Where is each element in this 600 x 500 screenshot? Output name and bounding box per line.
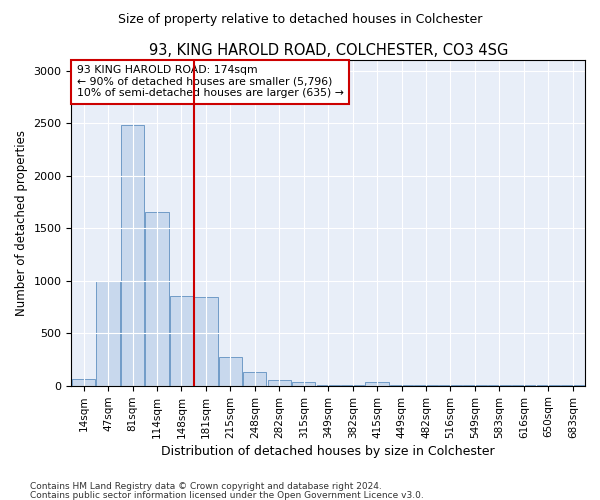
Text: Contains HM Land Registry data © Crown copyright and database right 2024.: Contains HM Land Registry data © Crown c… [30,482,382,491]
Title: 93, KING HAROLD ROAD, COLCHESTER, CO3 4SG: 93, KING HAROLD ROAD, COLCHESTER, CO3 4S… [149,42,508,58]
Bar [194,298,218,386]
Text: Contains public sector information licensed under the Open Government Licence v3: Contains public sector information licen… [30,490,424,500]
Bar [170,296,193,386]
Bar [97,280,120,386]
Y-axis label: Number of detached properties: Number of detached properties [15,130,28,316]
Bar [292,382,316,386]
Bar [145,212,169,386]
Bar [365,382,389,386]
Bar [317,385,340,386]
X-axis label: Distribution of detached houses by size in Colchester: Distribution of detached houses by size … [161,444,495,458]
Text: 93 KING HAROLD ROAD: 174sqm
← 90% of detached houses are smaller (5,796)
10% of : 93 KING HAROLD ROAD: 174sqm ← 90% of det… [77,65,343,98]
Text: Size of property relative to detached houses in Colchester: Size of property relative to detached ho… [118,12,482,26]
Bar [72,380,95,386]
Bar [268,380,291,386]
Bar [219,358,242,386]
Bar [243,372,266,386]
Bar [121,125,144,386]
